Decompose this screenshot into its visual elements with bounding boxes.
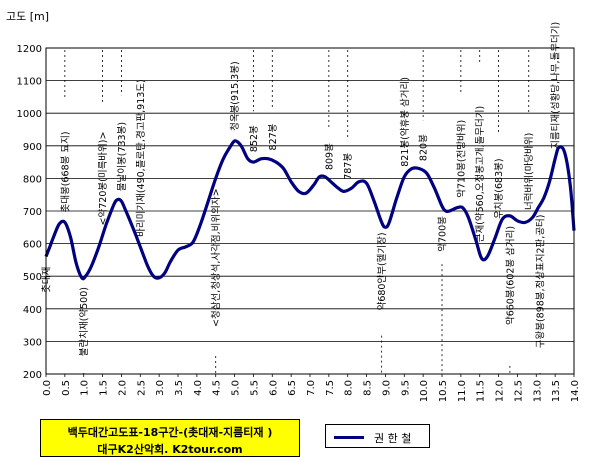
annotation-label: 물날이봉(733봉)	[117, 122, 128, 191]
x-tick-label: 8.5	[363, 380, 374, 396]
x-tick-label: 8.0	[344, 380, 355, 396]
x-tick-label: 0.5	[61, 380, 72, 396]
annotation-label: 우치봉(683봉)	[493, 158, 505, 219]
chart-subtitle: 대구K2산악회. K2tour.com	[97, 443, 243, 456]
x-tick-label: 6.5	[287, 380, 298, 396]
y-tick-label: 500	[23, 272, 42, 283]
plot-area-border	[45, 47, 575, 375]
x-tick-label: 1.0	[80, 380, 91, 396]
series-layer	[44, 139, 576, 281]
annotation-label: 827봉	[268, 123, 279, 150]
annotation-label: 852봉	[249, 125, 260, 152]
annotation-label: <청삼선,청상석,사각점,비위의자>	[210, 188, 222, 327]
x-tick-label: 2.0	[117, 380, 128, 396]
x-tick-label: 10.5	[438, 380, 449, 402]
annotation-label: 약680안부(헬기장)	[376, 232, 388, 310]
y-tick-labels: 200 300 400 500 600 700 800 900 1000 1100 1200	[17, 44, 42, 381]
annotation-label: 구왕봉(898봉,정상표지2판,공터)	[536, 214, 547, 348]
annotation-label: 바리미기재(490,플로탄,경고판,913도)	[135, 79, 147, 237]
y-tick-label: 200	[23, 370, 42, 381]
x-tick-label: 7.0	[306, 380, 317, 396]
chart-title: 백두대간고도표-18구간-(촛대재-지름티재 )	[67, 426, 273, 439]
x-tick-label: 9.5	[400, 380, 411, 396]
x-tick-label: 12.5	[513, 380, 524, 402]
y-tick-label: 1000	[17, 109, 42, 120]
annotation-label: 787봉	[343, 153, 354, 180]
y-tick-label: 700	[23, 207, 42, 218]
annotation-label: 약660봉(602봉 삼거리)	[504, 226, 516, 325]
annotation-label: 촛대재	[42, 267, 53, 293]
annotation-label: 청옥봉(915.3봉)	[230, 61, 241, 131]
y-tick-label: 600	[23, 240, 42, 251]
x-tick-label: 9.0	[381, 380, 392, 396]
y-tick-label: 400	[23, 305, 42, 316]
legend: 권 한 철	[325, 424, 430, 448]
x-tick-label: 6.0	[268, 380, 279, 396]
annotation-label: 너럭바위(마당바위)	[523, 133, 535, 210]
x-tick-label: 1.5	[99, 380, 110, 396]
x-tick-label: 3.5	[174, 380, 185, 396]
x-tick-label: 10.0	[419, 380, 430, 402]
x-tick-label: 3.0	[155, 380, 166, 396]
x-tick-label: 13.5	[551, 380, 562, 402]
x-tick-label: 13.0	[532, 380, 543, 402]
y-tick-label: 800	[23, 174, 42, 185]
annotation-label: 809봉	[324, 143, 335, 170]
x-tick-label: 4.5	[212, 380, 223, 396]
annotation-label: 821봉(약휴봉 삼거리)	[399, 77, 411, 167]
x-tick-label: 12.0	[495, 380, 506, 402]
y-tick-label: 1100	[17, 77, 42, 88]
annotation-label: 약700봉	[437, 216, 449, 252]
x-tick-label: 5.5	[249, 380, 260, 396]
annotation-label: <약720봉(미륵바위)>	[97, 132, 109, 226]
chart-title-box: 백두대간고도표-18구간-(촛대재-지름티재 ) 대구K2산악회. K2tour…	[40, 419, 300, 457]
series-line-kwon-han-cheol	[44, 139, 576, 281]
annotation-layer: 촛대재 촛대봉(668봉 묘지) 불란치재(약500) <약720봉(미륵바위)> 물날…	[42, 22, 562, 374]
x-tick-label: 14.0	[570, 380, 581, 402]
x-tick-label: 4.0	[193, 380, 204, 396]
annotation-label: 지름티재(성황당,나무,돌무더기)	[551, 22, 562, 149]
annotation-label: 큰재(약560,오정봉고개,돌무더기)	[474, 106, 486, 242]
annotation-label: 불란치재(약500)	[78, 287, 90, 356]
x-tick-label: 0.0	[42, 380, 53, 396]
annotation-label: 약710봉(전망바위)	[455, 120, 467, 198]
annotation-label: 820봉	[419, 134, 430, 161]
y-axis-label: 고도 [m]	[6, 10, 49, 23]
annotation-label: 촛대봉(668봉 묘지)	[60, 131, 71, 212]
legend-series-swatch	[334, 436, 364, 439]
y-tick-label: 900	[23, 142, 42, 153]
x-tick-label: 11.5	[476, 380, 487, 402]
x-tick-label: 5.0	[231, 380, 242, 396]
x-tick-label: 7.5	[325, 380, 336, 396]
x-tick-label: 2.5	[136, 380, 147, 396]
legend-series-label: 권 한 철	[374, 432, 412, 445]
x-tick-labels: 0.0 0.5 1.0 1.5 2.0 2.5 3.0 3.5 4.0 4.5 5.0 5.5 6.0 6…	[42, 380, 581, 402]
x-tick-label: 11.0	[457, 380, 468, 402]
y-tick-label: 1200	[17, 44, 42, 55]
y-tick-label: 300	[23, 337, 42, 348]
